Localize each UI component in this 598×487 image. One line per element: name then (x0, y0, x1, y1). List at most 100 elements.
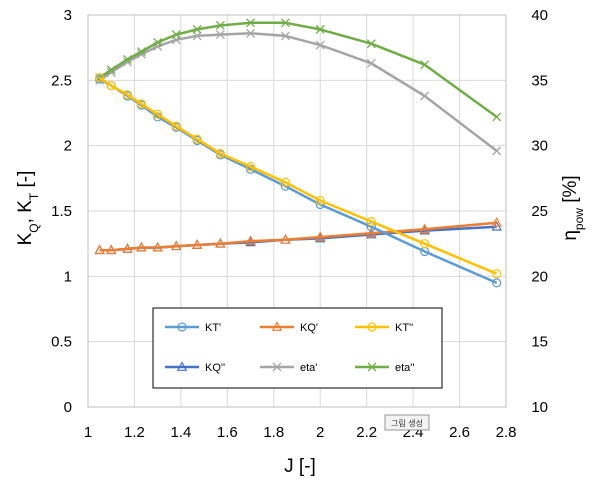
x-tick-label: 1.2 (124, 424, 145, 441)
left-y-axis-title-main: K (15, 232, 36, 245)
data-point (106, 80, 116, 91)
data-point (491, 216, 502, 227)
data-point (366, 227, 377, 238)
x-axis-ticks: 1 1.2 1.4 1.6 1.8 2 2.2 2.4 2.6 2.8 (84, 424, 517, 441)
x-tick-label: 1.4 (170, 424, 191, 441)
left-y-tick-label: 1 (64, 268, 72, 285)
data-point (492, 146, 502, 156)
data-point (215, 237, 226, 248)
data-point (245, 161, 256, 172)
data-point (136, 47, 146, 57)
stamp-box (384, 414, 430, 431)
right-y-axis-title-sub: pow (572, 208, 586, 230)
left-y-tick-label: 2 (64, 138, 72, 155)
left-y-tick-label: 2.5 (51, 72, 72, 89)
legend-entry: KT' (165, 322, 221, 334)
data-point (315, 40, 325, 50)
data-point (492, 112, 502, 122)
data-point (122, 243, 133, 253)
legend-label: KT'' (395, 322, 413, 334)
data-point (492, 278, 502, 288)
legend-swatch-marker (176, 361, 188, 371)
data-point (245, 235, 256, 245)
stamp-text: 그림 생성 (391, 418, 423, 428)
x-tick-label: 1.8 (263, 424, 284, 441)
series-etap (95, 28, 502, 156)
right-y-tick-label: 40 (531, 7, 548, 24)
legend-swatch-marker (367, 362, 377, 372)
legend-label: eta' (300, 362, 317, 374)
legend-swatch-marker (271, 321, 283, 331)
data-point (192, 134, 202, 144)
series-line (98, 32, 498, 152)
legend: KT' KQ' KT'' KQ'' eta' eta'' (152, 307, 443, 389)
right-y-tick-label: 15 (531, 334, 548, 351)
right-y-tick-label: 25 (531, 203, 548, 220)
data-point (95, 73, 105, 83)
data-point (280, 18, 290, 28)
left-y-axis-title-sep: , K (15, 200, 36, 224)
data-point (123, 54, 132, 64)
legend-swatch-marker (177, 322, 187, 332)
right-y-axis-ticks: 10 15 20 25 30 35 40 (531, 7, 548, 416)
right-y-tick-label: 20 (531, 268, 548, 285)
legend-box (152, 307, 443, 389)
data-point (106, 68, 116, 77)
x-tick-label: 1 (84, 424, 92, 441)
data-point (492, 269, 502, 279)
plot-frame (87, 14, 507, 408)
data-point (171, 240, 182, 251)
x-axis-title: J [-] (284, 456, 316, 477)
legend-entry: eta'' (355, 362, 415, 374)
x-tick-label: 2 (316, 424, 324, 441)
left-y-axis-title-sub2: T (27, 192, 41, 200)
series-line (98, 77, 498, 285)
left-y-tick-label: 1.5 (51, 203, 72, 220)
data-point (106, 244, 117, 255)
data-point (152, 241, 163, 252)
data-point (122, 90, 133, 100)
series-kqp (94, 216, 502, 255)
legend-swatch-marker (272, 362, 282, 372)
data-point (153, 109, 163, 119)
data-point (315, 195, 325, 206)
data-point (420, 60, 430, 70)
data-point (106, 65, 116, 75)
right-y-axis-title-unit: [%] (560, 175, 581, 208)
x-tick-label: 2.6 (449, 424, 470, 441)
data-point (192, 24, 202, 34)
series-etapp (95, 18, 502, 122)
series-line (98, 76, 498, 275)
left-y-tick-label: 3 (64, 7, 72, 24)
legend-swatch-marker (367, 322, 377, 332)
data-point (215, 20, 225, 30)
data-point (366, 58, 376, 68)
right-y-axis-title-main: η (560, 230, 581, 241)
left-y-axis-ticks: 0 0.5 1 1.5 2 2.5 3 (51, 7, 72, 416)
data-point (315, 231, 326, 242)
legend-label: KQ'' (205, 362, 225, 374)
left-y-axis-title-sub1: Q (27, 223, 41, 232)
data-point (123, 57, 132, 67)
data-point (280, 177, 290, 187)
data-point (94, 244, 105, 255)
data-point (136, 99, 147, 109)
data-point (280, 233, 291, 244)
data-point (420, 91, 430, 101)
series-layer (94, 18, 502, 288)
data-point (215, 148, 225, 159)
series-ktpp (95, 73, 502, 279)
legend-entry: eta' (260, 362, 317, 374)
right-y-tick-label: 10 (531, 399, 548, 416)
legend-label: KQ' (300, 322, 318, 334)
left-y-tick-label: 0.5 (51, 334, 72, 351)
data-point (246, 28, 256, 38)
data-point (419, 223, 430, 234)
data-point (366, 39, 376, 49)
x-tick-label: 2.2 (356, 424, 377, 441)
data-point (153, 37, 163, 47)
left-y-tick-label: 0 (64, 399, 72, 416)
legend-label: KT' (205, 322, 221, 334)
right-y-axis-title: ηpow [%] (560, 175, 586, 240)
